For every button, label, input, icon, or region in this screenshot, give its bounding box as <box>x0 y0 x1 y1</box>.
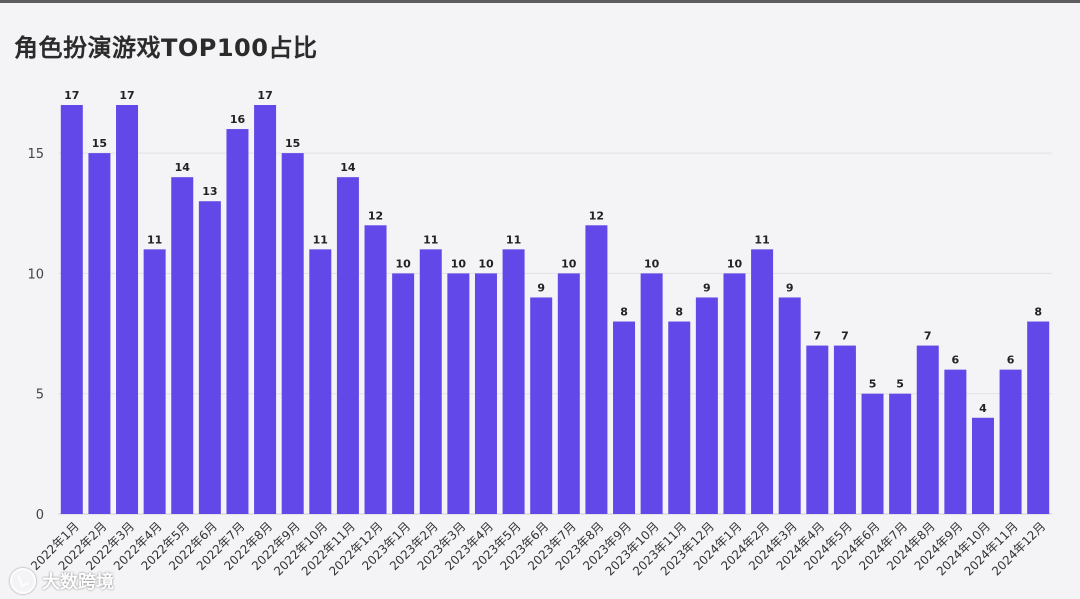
bar <box>889 393 912 514</box>
bar <box>392 273 415 514</box>
data-label: 8 <box>675 306 683 319</box>
data-label: 6 <box>952 354 960 367</box>
data-label: 17 <box>119 89 134 102</box>
data-label: 11 <box>506 233 521 246</box>
watermark: 大数跨境 <box>10 568 114 594</box>
data-label: 8 <box>620 306 628 319</box>
data-label: 12 <box>368 209 383 222</box>
data-label: 17 <box>64 89 79 102</box>
bar <box>309 249 332 514</box>
bar <box>640 273 663 514</box>
data-label: 7 <box>924 330 932 343</box>
top-rule <box>0 0 1080 3</box>
bar <box>447 273 470 514</box>
y-tick-label: 15 <box>27 147 44 162</box>
data-label: 15 <box>92 137 107 150</box>
watermark-text: 大数跨境 <box>42 572 114 593</box>
bar <box>751 249 774 514</box>
data-label: 10 <box>395 257 411 270</box>
bar <box>198 201 221 514</box>
bar <box>116 105 139 514</box>
data-label: 14 <box>340 161 356 174</box>
bar <box>723 273 746 514</box>
data-label: 8 <box>1034 306 1042 319</box>
data-label: 16 <box>230 113 246 126</box>
bar <box>502 249 525 514</box>
y-tick-label: 0 <box>36 508 44 523</box>
data-label: 9 <box>703 281 711 294</box>
bar <box>916 345 939 514</box>
bar <box>833 345 856 514</box>
data-label: 5 <box>896 378 904 391</box>
bar <box>806 345 829 514</box>
data-label: 14 <box>175 161 191 174</box>
data-label: 11 <box>423 233 438 246</box>
bar <box>557 273 580 514</box>
data-label: 15 <box>285 137 300 150</box>
data-label: 10 <box>451 257 467 270</box>
watermark-logo-icon <box>10 568 36 594</box>
chart-title: 角色扮演游戏TOP100占比 <box>14 34 318 62</box>
bar <box>60 105 83 514</box>
y-tick-label: 5 <box>36 388 44 403</box>
bar <box>171 177 194 515</box>
data-label: 9 <box>786 281 794 294</box>
data-label: 10 <box>644 257 660 270</box>
data-label: 10 <box>478 257 494 270</box>
data-label: 10 <box>561 257 577 270</box>
data-label: 11 <box>313 233 328 246</box>
bar <box>695 297 718 514</box>
bar <box>668 321 691 514</box>
data-label: 11 <box>147 233 162 246</box>
bar <box>419 249 442 514</box>
bar <box>861 393 884 514</box>
data-label: 13 <box>202 185 217 198</box>
bar <box>88 153 111 514</box>
data-label: 10 <box>727 257 743 270</box>
data-label: 5 <box>869 378 877 391</box>
data-label: 6 <box>1007 354 1015 367</box>
data-label: 11 <box>754 233 769 246</box>
bar <box>999 369 1022 514</box>
bar <box>585 225 608 514</box>
bar <box>1027 321 1050 514</box>
bar <box>336 177 359 515</box>
bar <box>143 249 166 514</box>
bar <box>613 321 636 514</box>
data-label: 4 <box>979 402 987 415</box>
bar <box>226 129 249 514</box>
bar <box>254 105 277 514</box>
bar <box>281 153 304 514</box>
data-label: 12 <box>589 209 604 222</box>
bar <box>530 297 553 514</box>
data-label: 7 <box>841 330 849 343</box>
data-label: 7 <box>813 330 821 343</box>
bar <box>364 225 387 514</box>
data-label: 9 <box>537 281 545 294</box>
bar <box>778 297 801 514</box>
y-tick-label: 10 <box>27 267 44 282</box>
data-label: 17 <box>257 89 272 102</box>
bar <box>971 417 994 514</box>
bar <box>944 369 967 514</box>
bar <box>474 273 497 514</box>
